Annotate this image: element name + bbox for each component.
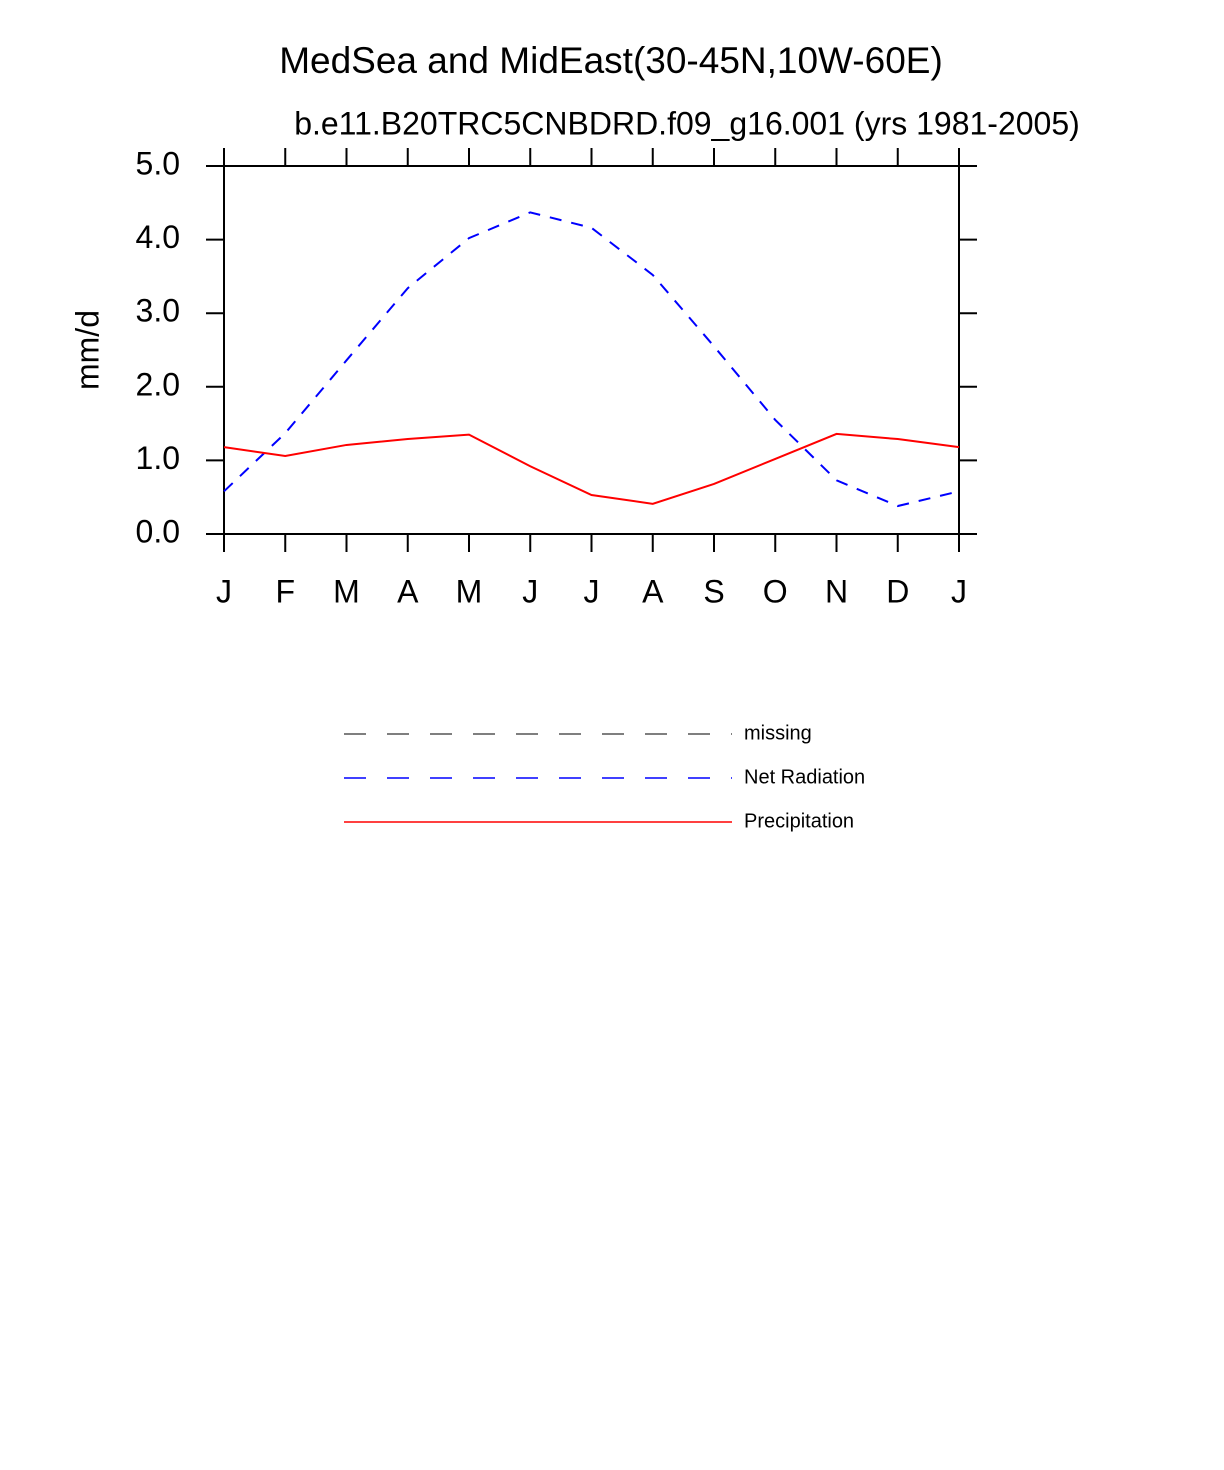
x-tick-label: O xyxy=(763,573,788,609)
x-tick-label: M xyxy=(456,573,483,609)
x-tick-label: S xyxy=(703,573,724,609)
chart-subtitle: b.e11.B20TRC5CNBDRD.f09_g16.001 (yrs 198… xyxy=(294,105,1080,141)
y-axis-label: mm/d xyxy=(69,310,105,390)
y-tick-label: 0.0 xyxy=(136,513,180,549)
data-line xyxy=(223,432,960,505)
x-tick-label: J xyxy=(951,573,967,609)
x-tick-label: A xyxy=(642,573,664,609)
legend-label: Precipitation xyxy=(744,810,854,832)
plot-frame xyxy=(223,165,960,535)
chart-title: MedSea and MidEast(30-45N,10W-60E) xyxy=(279,40,943,81)
y-tick-label: 5.0 xyxy=(136,145,180,181)
x-tick-label: M xyxy=(333,573,360,609)
y-tick-label: 1.0 xyxy=(136,440,180,476)
x-tick-label: J xyxy=(216,573,232,609)
legend-label: missing xyxy=(744,722,812,744)
x-tick-label: J xyxy=(522,573,538,609)
y-tick-label: 3.0 xyxy=(136,293,180,329)
x-tick-label: D xyxy=(886,573,909,609)
data-line xyxy=(223,211,960,508)
y-tick-label: 4.0 xyxy=(136,219,180,255)
legend-label: Net Radiation xyxy=(744,766,865,788)
x-tick-label: F xyxy=(275,573,295,609)
x-tick-label: A xyxy=(397,573,419,609)
x-tick-label: J xyxy=(584,573,600,609)
x-tick-label: N xyxy=(825,573,848,609)
y-tick-label: 2.0 xyxy=(136,366,180,402)
